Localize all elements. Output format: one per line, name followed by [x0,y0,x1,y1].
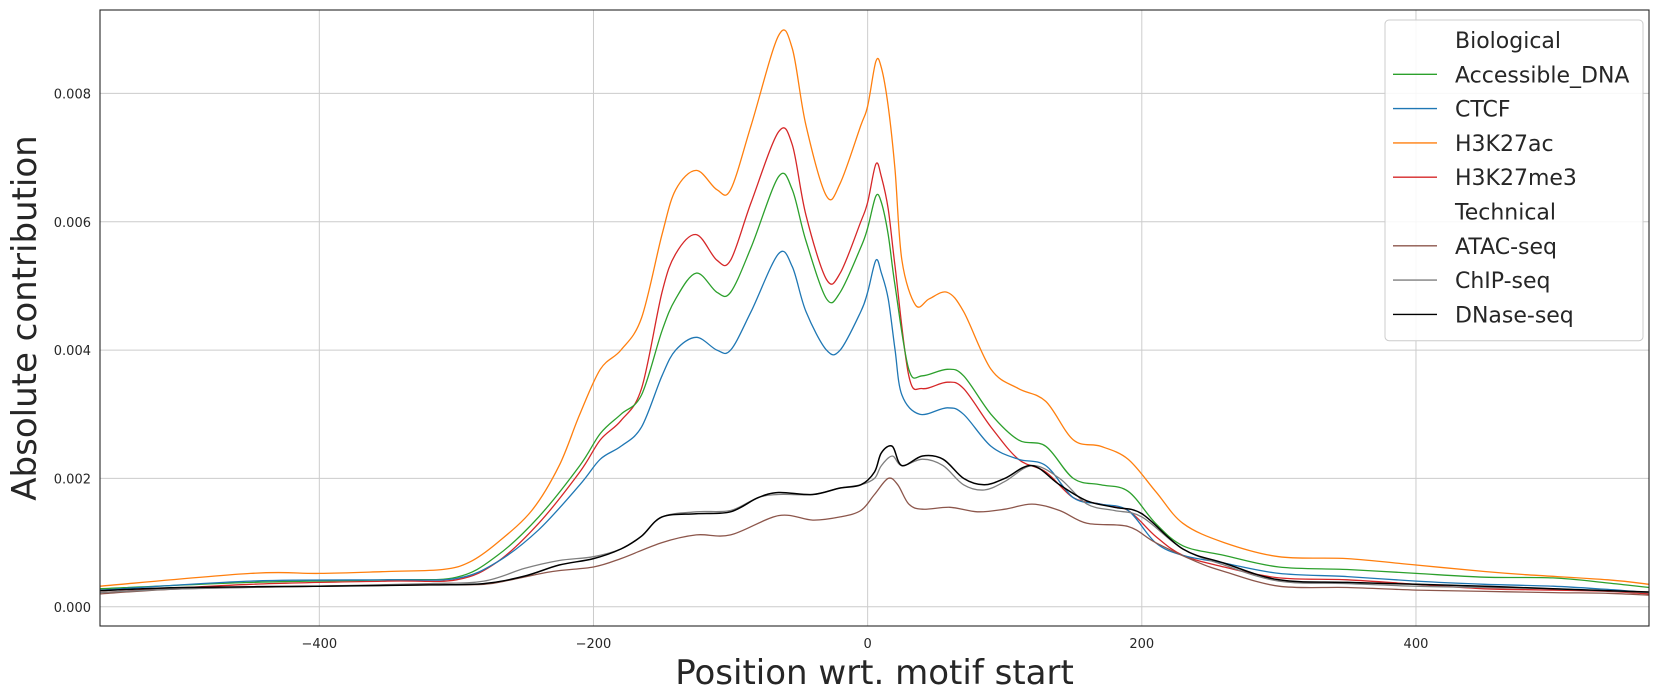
x-tick-label: −400 [301,637,337,652]
x-axis-title: Position wrt. motif start [675,653,1074,693]
x-tick-label: −200 [576,637,612,652]
series-line-chip-seq [99,455,1650,594]
legend-entry: CTCF [1455,98,1511,123]
series-line-dnase-seq [99,445,1650,593]
legend-box [1384,19,1644,342]
series-lines [99,29,1650,596]
series-line-accessible-dna [99,172,1650,590]
y-axis-title: Absolute contribution [5,135,45,500]
series-line-atac-seq [99,477,1650,596]
legend-entry: H3K27me3 [1455,166,1577,191]
legend: Biological Accessible_DNA CTCF H3K27ac H3K27… [1384,19,1644,342]
x-tick-label: 400 [1404,637,1429,652]
y-tick-label: 0.004 [54,344,91,359]
legend-entry: Accessible_DNA [1455,63,1630,88]
x-tick-label: 0 [864,637,872,652]
y-tick-label: 0.006 [54,216,91,231]
y-tick-label: 0.008 [54,87,91,102]
legend-entry: ChIP-seq [1455,269,1550,294]
legend-entry: DNase-seq [1455,303,1574,328]
series-line-ctcf [99,250,1650,594]
x-tick-labels: −400 −200 0 200 400 [301,637,1428,652]
legend-group-header: Biological [1455,29,1561,54]
y-tick-label: 0.000 [54,601,91,616]
series-line-h3k27me3 [99,127,1650,595]
series-line-h3k27ac [99,29,1650,587]
legend-group-header: Technical [1454,201,1556,226]
plot-frame [99,9,1650,627]
y-tick-labels: 0.000 0.002 0.004 0.006 0.008 [54,87,91,615]
legend-entry: ATAC-seq [1455,235,1557,260]
y-tick-label: 0.002 [54,472,91,487]
x-tick-label: 200 [1129,637,1154,652]
legend-entry: H3K27ac [1455,132,1554,157]
